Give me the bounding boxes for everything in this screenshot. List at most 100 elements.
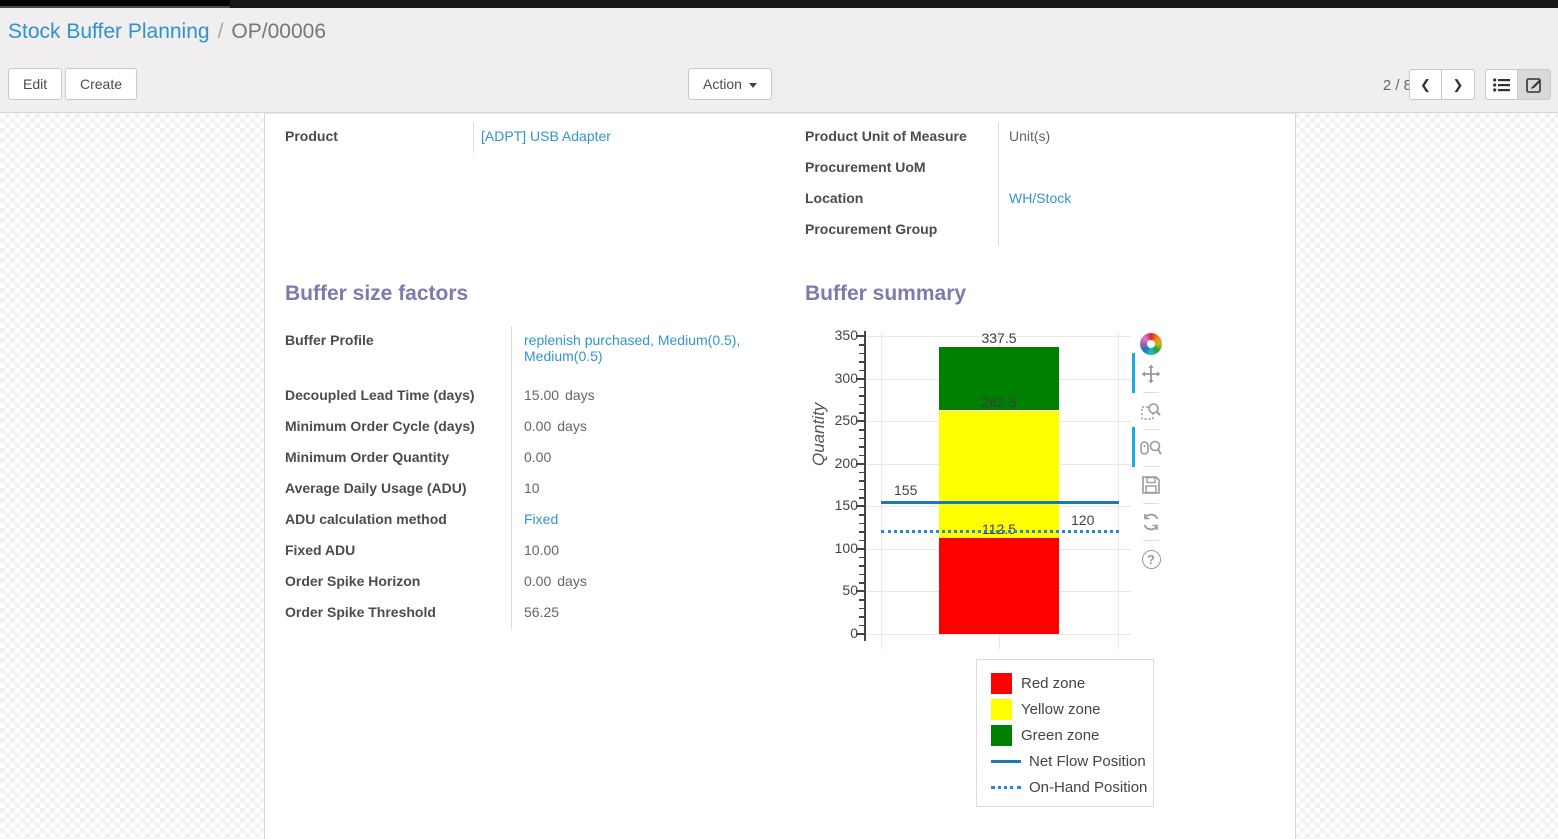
modebar-divider: [1143, 466, 1159, 467]
on-hand-line-swatch: [991, 785, 1021, 789]
legend-item-yellow-zone[interactable]: Yellow zone: [991, 696, 1153, 722]
form-edit-icon: [1526, 77, 1541, 93]
y-tick-mark: [859, 616, 864, 618]
y-tick-mark: [859, 429, 864, 431]
adu-value: 10: [511, 474, 790, 505]
red-zone: [939, 538, 1059, 634]
min-order-qty-label: Minimum Order Quantity: [285, 449, 450, 465]
list-view-button[interactable]: [1485, 69, 1518, 100]
product-field-group: Product [ADPT] USB Adapter: [285, 122, 785, 153]
y-tick-label: 250: [834, 412, 858, 429]
red-zone-swatch: [991, 672, 1012, 694]
chart-vgridline: [1118, 331, 1119, 649]
yellow-zone-swatch: [991, 698, 1012, 720]
chevron-left-icon: ❮: [1420, 76, 1431, 92]
legend-item-net-flow[interactable]: Net Flow Position: [991, 748, 1153, 774]
y-tick-mark: [859, 522, 864, 525]
dlt-value-cell: 15.00 days: [511, 381, 790, 412]
y-tick-mark: [856, 505, 864, 508]
zoom-box-icon: [1141, 403, 1161, 420]
dlt-unit: days: [565, 387, 595, 403]
field-row-adu-method: ADU calculation method Fixed: [285, 505, 790, 536]
product-uom-label: Product Unit of Measure: [805, 128, 967, 144]
procurement-group-label: Procurement Group: [805, 221, 938, 237]
buffer-profile-value-cell: replenish purchased, Medium(0.5), Medium…: [511, 326, 776, 381]
pager-next-button[interactable]: ❯: [1442, 69, 1475, 100]
product-label: Product: [285, 128, 338, 144]
y-tick-mark: [859, 446, 864, 448]
pan-button[interactable]: [1132, 353, 1168, 393]
spike-threshold-label: Order Spike Threshold: [285, 604, 436, 620]
y-tick-mark: [859, 344, 864, 346]
location-link[interactable]: WH/Stock: [1009, 190, 1072, 206]
y-tick-label: 350: [834, 327, 858, 343]
edit-button[interactable]: Edit: [8, 68, 63, 100]
y-tick-mark: [859, 582, 864, 584]
modebar-divider: [1143, 540, 1159, 541]
spike-horizon-value-cell: 0.00 days: [511, 567, 790, 598]
product-link[interactable]: [ADPT] USB Adapter: [481, 128, 611, 144]
procurement-uom-value: [998, 153, 1291, 184]
pager-previous-button[interactable]: ❮: [1409, 69, 1442, 100]
details-field-group: Product Unit of Measure Unit(s) Procurem…: [805, 122, 1291, 246]
refresh-icon: [1143, 513, 1159, 531]
adu-method-link[interactable]: Fixed: [524, 511, 559, 527]
dlt-label: Decoupled Lead Time (days): [285, 387, 475, 403]
chart-vgridline: [881, 331, 882, 649]
adu-method-value-cell: Fixed: [511, 505, 790, 536]
y-tick-mark: [859, 403, 864, 406]
breadcrumb-parent-link[interactable]: Stock Buffer Planning: [8, 20, 210, 43]
net-flow-line-swatch: [991, 759, 1021, 763]
legend-label: Net Flow Position: [1029, 752, 1146, 770]
procurement-uom-label: Procurement UoM: [805, 159, 926, 175]
product-uom-value: Unit(s): [998, 122, 1291, 153]
y-tick-label: 300: [834, 369, 858, 386]
field-row-spike-threshold: Order Spike Threshold 56.25: [285, 598, 790, 629]
legend-item-on-hand[interactable]: On-Hand Position: [991, 774, 1153, 800]
breadcrumb-separator: /: [217, 20, 224, 43]
action-label: Action: [703, 76, 742, 92]
spike-horizon-value: 0.00: [524, 573, 552, 589]
create-button[interactable]: Create: [65, 68, 138, 100]
form-sheet: Product [ADPT] USB Adapter Product Unit …: [264, 113, 1296, 839]
field-row-uom: Product Unit of Measure Unit(s): [805, 122, 1291, 153]
save-button[interactable]: [1134, 470, 1168, 500]
help-button[interactable]: ?: [1134, 544, 1168, 574]
buffer-chart-plot: Quantity 0 50 100 150 200 250 300 350 112.5 262.5…: [809, 327, 1131, 649]
min-order-cycle-value: 0.00: [524, 418, 552, 434]
action-dropdown-button[interactable]: Action: [688, 68, 772, 100]
legend-label: Green zone: [1021, 726, 1100, 744]
legend-item-red-zone[interactable]: Red zone: [991, 670, 1153, 696]
legend-item-green-zone[interactable]: Green zone: [991, 722, 1153, 748]
field-row-location: Location WH/Stock: [805, 184, 1291, 215]
zoom-in-out-icon: [1140, 440, 1162, 455]
on-hand-position-line: [881, 530, 1119, 534]
y-tick-mark: [859, 531, 864, 533]
green-zone: [939, 346, 1059, 411]
zoom-in-out-button[interactable]: [1132, 427, 1168, 467]
y-tick-mark: [859, 437, 864, 440]
y-tick-mark: [859, 514, 864, 516]
location-value-cell: WH/Stock: [998, 184, 1291, 215]
chart-hgridline: [866, 634, 1131, 635]
plotly-logo-button[interactable]: [1134, 329, 1168, 359]
y-tick-mark: [859, 488, 864, 491]
field-row-spike-horizon: Order Spike Horizon 0.00 days: [285, 567, 790, 598]
y-tick-mark: [859, 412, 864, 414]
zoom-box-button[interactable]: [1134, 396, 1168, 426]
save-icon: [1142, 476, 1160, 494]
pager: ❮ ❯: [1409, 69, 1475, 100]
location-label: Location: [805, 190, 864, 206]
y-tick-mark: [856, 547, 864, 550]
buffer-profile-link[interactable]: replenish purchased, Medium(0.5), Medium…: [524, 332, 741, 364]
field-row-min-order-cycle: Minimum Order Cycle (days) 0.00 days: [285, 412, 790, 443]
reset-axes-button[interactable]: [1134, 507, 1168, 537]
chart-y-axis: [864, 331, 866, 641]
y-tick-mark: [859, 471, 864, 474]
y-tick-mark: [859, 369, 864, 372]
main-menu-bar-segment: [0, 0, 230, 8]
field-row-product: Product [ADPT] USB Adapter: [285, 122, 785, 153]
form-view-button[interactable]: [1518, 69, 1551, 100]
min-order-cycle-unit: days: [557, 418, 587, 434]
